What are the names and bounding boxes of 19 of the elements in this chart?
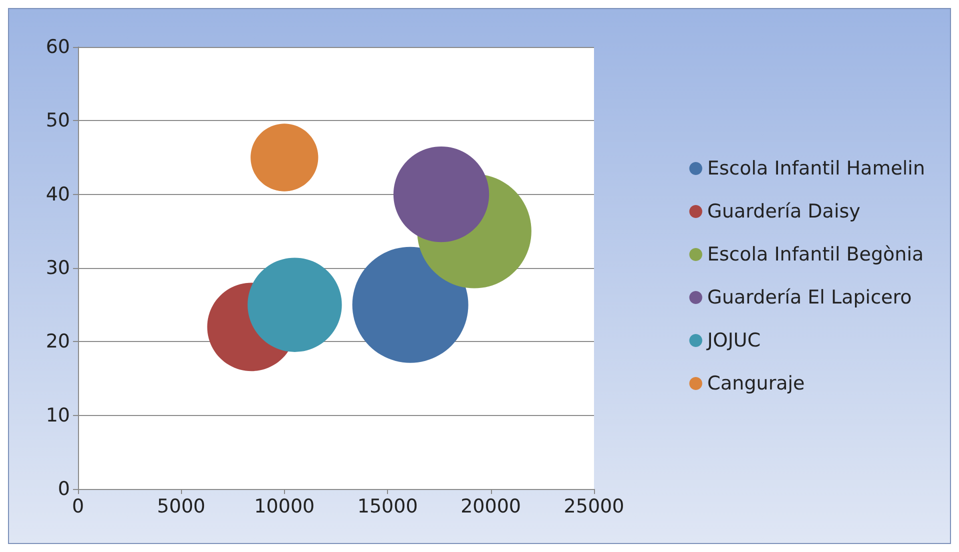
y-tick-label: 30 bbox=[46, 257, 70, 279]
x-tick-label: 5000 bbox=[157, 496, 206, 518]
y-tick-label: 0 bbox=[58, 478, 70, 500]
legend-label: Guardería El Lapicero bbox=[707, 286, 912, 308]
y-tick-label: 60 bbox=[46, 36, 70, 58]
x-tick-label: 25000 bbox=[564, 496, 624, 518]
y-tick-label: 50 bbox=[46, 110, 70, 132]
legend-label: JOJUC bbox=[706, 330, 761, 352]
y-tick-label: 10 bbox=[46, 404, 70, 426]
legend-label: Canguraje bbox=[707, 372, 805, 394]
legend-label: Escola Infantil Hamelin bbox=[707, 158, 926, 180]
y-tick-label: 40 bbox=[46, 183, 70, 206]
x-tick-label: 0 bbox=[72, 496, 84, 518]
x-tick-label: 15000 bbox=[357, 496, 418, 518]
legend-label: Escola Infantil Begònia bbox=[707, 244, 924, 266]
x-tick-label: 10000 bbox=[254, 496, 315, 518]
legend-label: Guardería Daisy bbox=[707, 200, 860, 222]
y-tick-label: 20 bbox=[46, 330, 70, 353]
x-tick-label: 20000 bbox=[460, 496, 522, 518]
